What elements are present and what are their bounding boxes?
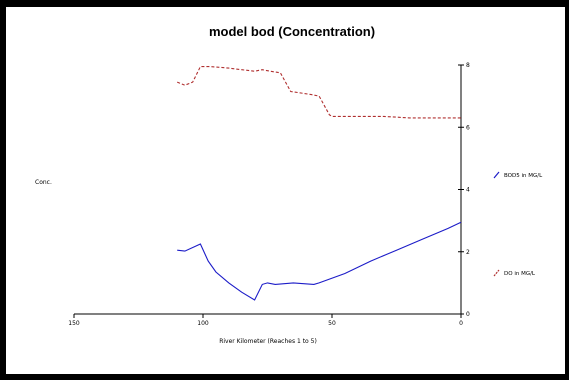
series-line-0 xyxy=(177,221,462,301)
y-tick-label-1: 2 xyxy=(466,249,470,256)
y-tick-label-0: 0 xyxy=(466,311,470,318)
legend-label-1: DO in MG/L xyxy=(504,271,536,277)
legend-swatch-0 xyxy=(493,171,500,179)
x-tick-label-1: 100 xyxy=(197,320,209,327)
y-axis-label: Conc. xyxy=(35,179,52,186)
x-tick-label-2: 50 xyxy=(328,320,336,327)
y-tick-label-4: 8 xyxy=(466,62,470,69)
legend: BOD5 in MG/L DO in MG/L xyxy=(493,171,543,277)
series-layer xyxy=(176,66,462,301)
chart-svg: model bod (Concentration) Conc. River Ki… xyxy=(35,24,543,345)
chart-frame: model bod (Concentration) Conc. River Ki… xyxy=(6,7,565,374)
y-tick-label-3: 6 xyxy=(466,124,470,131)
chart-title: model bod (Concentration) xyxy=(209,24,375,39)
legend-swatch-1 xyxy=(493,269,500,277)
x-tick-label-3: 0 xyxy=(459,320,463,327)
x-tick-label-0: 150 xyxy=(68,320,80,327)
y-tick-label-2: 4 xyxy=(466,187,470,194)
y-axis-ticks: 0 2 4 6 8 xyxy=(458,62,470,318)
series-line-1 xyxy=(176,66,461,119)
x-axis-label: River Kilometer (Reaches 1 to 5) xyxy=(219,338,317,345)
legend-label-0: BOD5 in MG/L xyxy=(504,173,543,179)
x-axis-ticks: 150 100 50 0 xyxy=(68,314,463,327)
